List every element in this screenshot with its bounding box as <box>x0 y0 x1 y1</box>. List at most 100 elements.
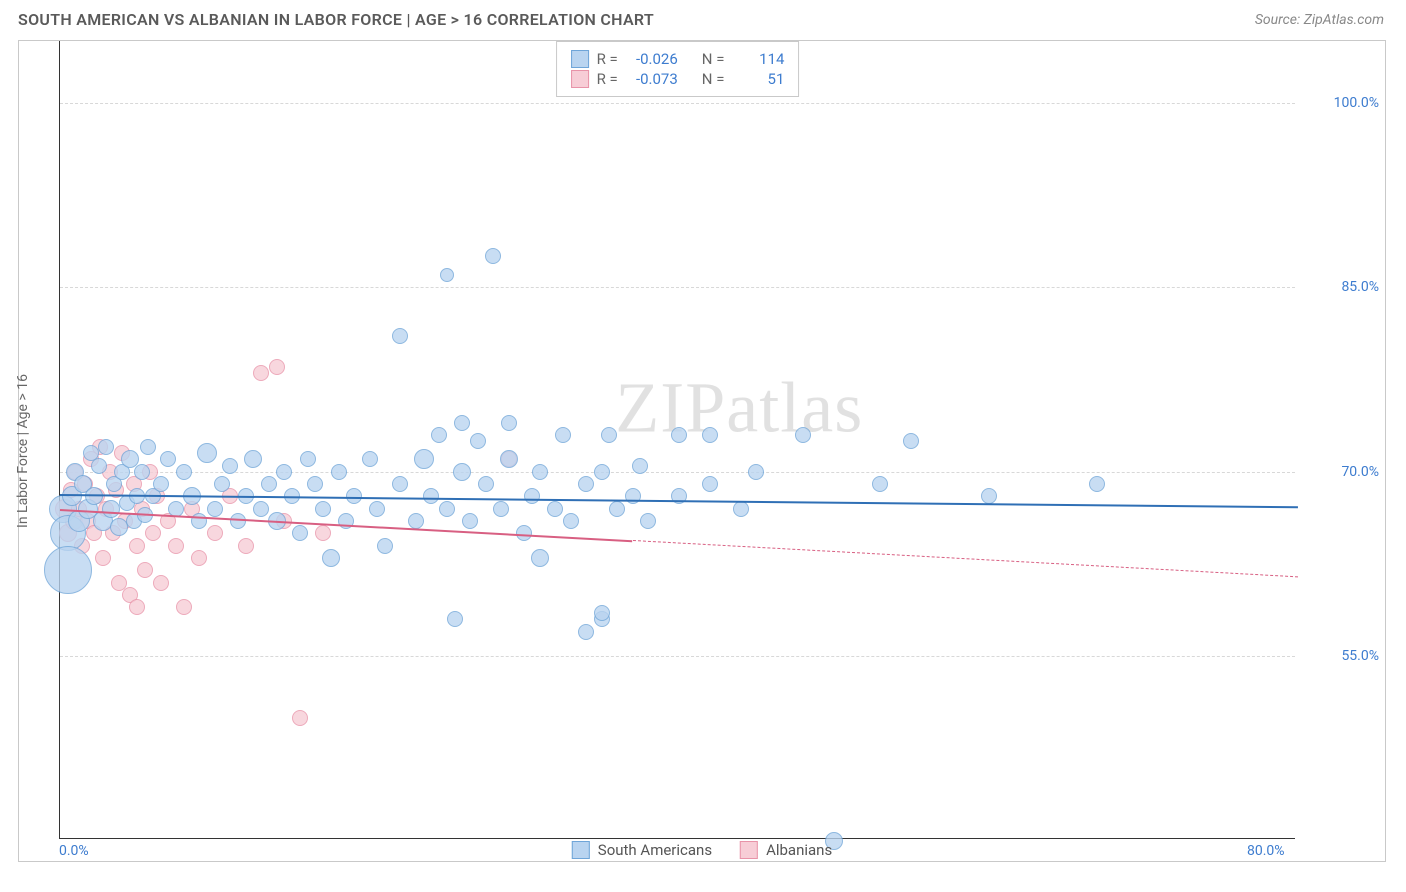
legend-item: Albanians <box>740 841 832 859</box>
data-point <box>369 501 385 517</box>
data-point <box>276 464 292 480</box>
data-point <box>392 328 408 344</box>
data-point <box>578 624 594 640</box>
data-point <box>532 464 548 480</box>
trend-line <box>633 540 1298 577</box>
data-point <box>207 525 223 541</box>
x-tick-label: 0.0% <box>59 843 89 859</box>
data-point <box>129 538 145 554</box>
data-point <box>160 451 176 467</box>
data-point <box>414 449 434 469</box>
data-point <box>214 476 230 492</box>
legend-swatch <box>740 841 758 859</box>
data-point <box>493 501 509 517</box>
data-point <box>454 415 470 431</box>
data-point <box>238 538 254 554</box>
data-point <box>733 501 749 517</box>
data-point <box>872 476 888 492</box>
data-point <box>176 464 192 480</box>
legend-swatch <box>571 70 589 88</box>
r-value: -0.073 <box>626 70 678 88</box>
data-point <box>261 476 277 492</box>
data-point <box>903 433 919 449</box>
data-point <box>197 443 217 463</box>
data-point <box>671 427 687 443</box>
plot-area: ZIPatlas R = -0.026 N = 114 R = -0.073 N = 51 <box>59 41 1295 839</box>
gridline <box>60 656 1295 657</box>
data-point <box>795 427 811 443</box>
legend-label: Albanians <box>766 841 832 859</box>
chart-title: SOUTH AMERICAN VS ALBANIAN IN LABOR FORC… <box>18 10 654 29</box>
stats-row: R = -0.026 N = 114 <box>571 50 785 68</box>
data-point <box>478 476 494 492</box>
data-point <box>137 562 153 578</box>
y-tick-label: 100.0% <box>1334 95 1379 111</box>
r-value: -0.026 <box>626 50 678 68</box>
data-point <box>253 365 269 381</box>
data-point <box>145 525 161 541</box>
legend-swatch <box>571 50 589 68</box>
data-point <box>423 488 439 504</box>
data-point <box>322 549 340 567</box>
data-point <box>470 433 486 449</box>
data-point <box>91 458 107 474</box>
data-point <box>578 476 594 492</box>
legend-swatch <box>572 841 590 859</box>
data-point <box>269 359 285 375</box>
gridline <box>60 472 1295 473</box>
r-label: R = <box>597 50 618 68</box>
data-point <box>632 458 648 474</box>
y-tick-label: 85.0% <box>1341 279 1379 295</box>
watermark: ZIPatlas <box>615 366 863 449</box>
data-point <box>253 501 269 517</box>
stats-box: R = -0.026 N = 114 R = -0.073 N = 51 <box>556 41 800 97</box>
data-point <box>292 710 308 726</box>
data-point <box>300 451 316 467</box>
data-point <box>392 476 408 492</box>
data-point <box>191 550 207 566</box>
data-point <box>129 599 145 615</box>
data-point <box>702 476 718 492</box>
data-point <box>153 575 169 591</box>
data-point <box>44 546 92 594</box>
data-point <box>244 450 262 468</box>
data-point <box>315 501 331 517</box>
data-point <box>153 476 169 492</box>
data-point <box>981 488 997 504</box>
gridline <box>60 287 1295 288</box>
data-point <box>748 464 764 480</box>
data-point <box>625 488 641 504</box>
legend-label: South Americans <box>598 841 712 859</box>
data-point <box>98 439 114 455</box>
data-point <box>453 463 471 481</box>
chart-container: In Labor Force | Age > 16 ZIPatlas R = -0… <box>18 40 1386 862</box>
data-point <box>292 525 308 541</box>
data-point <box>555 427 571 443</box>
data-point <box>447 611 463 627</box>
data-point <box>594 605 610 621</box>
n-label: N = <box>702 50 725 68</box>
data-point <box>315 525 331 541</box>
n-value: 114 <box>732 50 784 68</box>
data-point <box>222 458 238 474</box>
legend-item: South Americans <box>572 841 712 859</box>
y-tick-label: 70.0% <box>1341 464 1379 480</box>
data-point <box>377 538 393 554</box>
r-label: R = <box>597 70 618 88</box>
data-point <box>176 599 192 615</box>
data-point <box>362 451 378 467</box>
data-point <box>102 500 120 518</box>
y-axis-label: In Labor Force | Age > 16 <box>15 374 31 528</box>
data-point <box>207 501 223 517</box>
data-point <box>501 415 517 431</box>
data-point <box>524 488 540 504</box>
bottom-legend: South Americans Albanians <box>572 839 832 861</box>
data-point <box>439 501 455 517</box>
data-point <box>408 513 424 529</box>
data-point <box>1089 476 1105 492</box>
data-point <box>168 538 184 554</box>
data-point <box>531 549 549 567</box>
n-label: N = <box>702 70 725 88</box>
n-value: 51 <box>732 70 784 88</box>
data-point <box>640 513 656 529</box>
